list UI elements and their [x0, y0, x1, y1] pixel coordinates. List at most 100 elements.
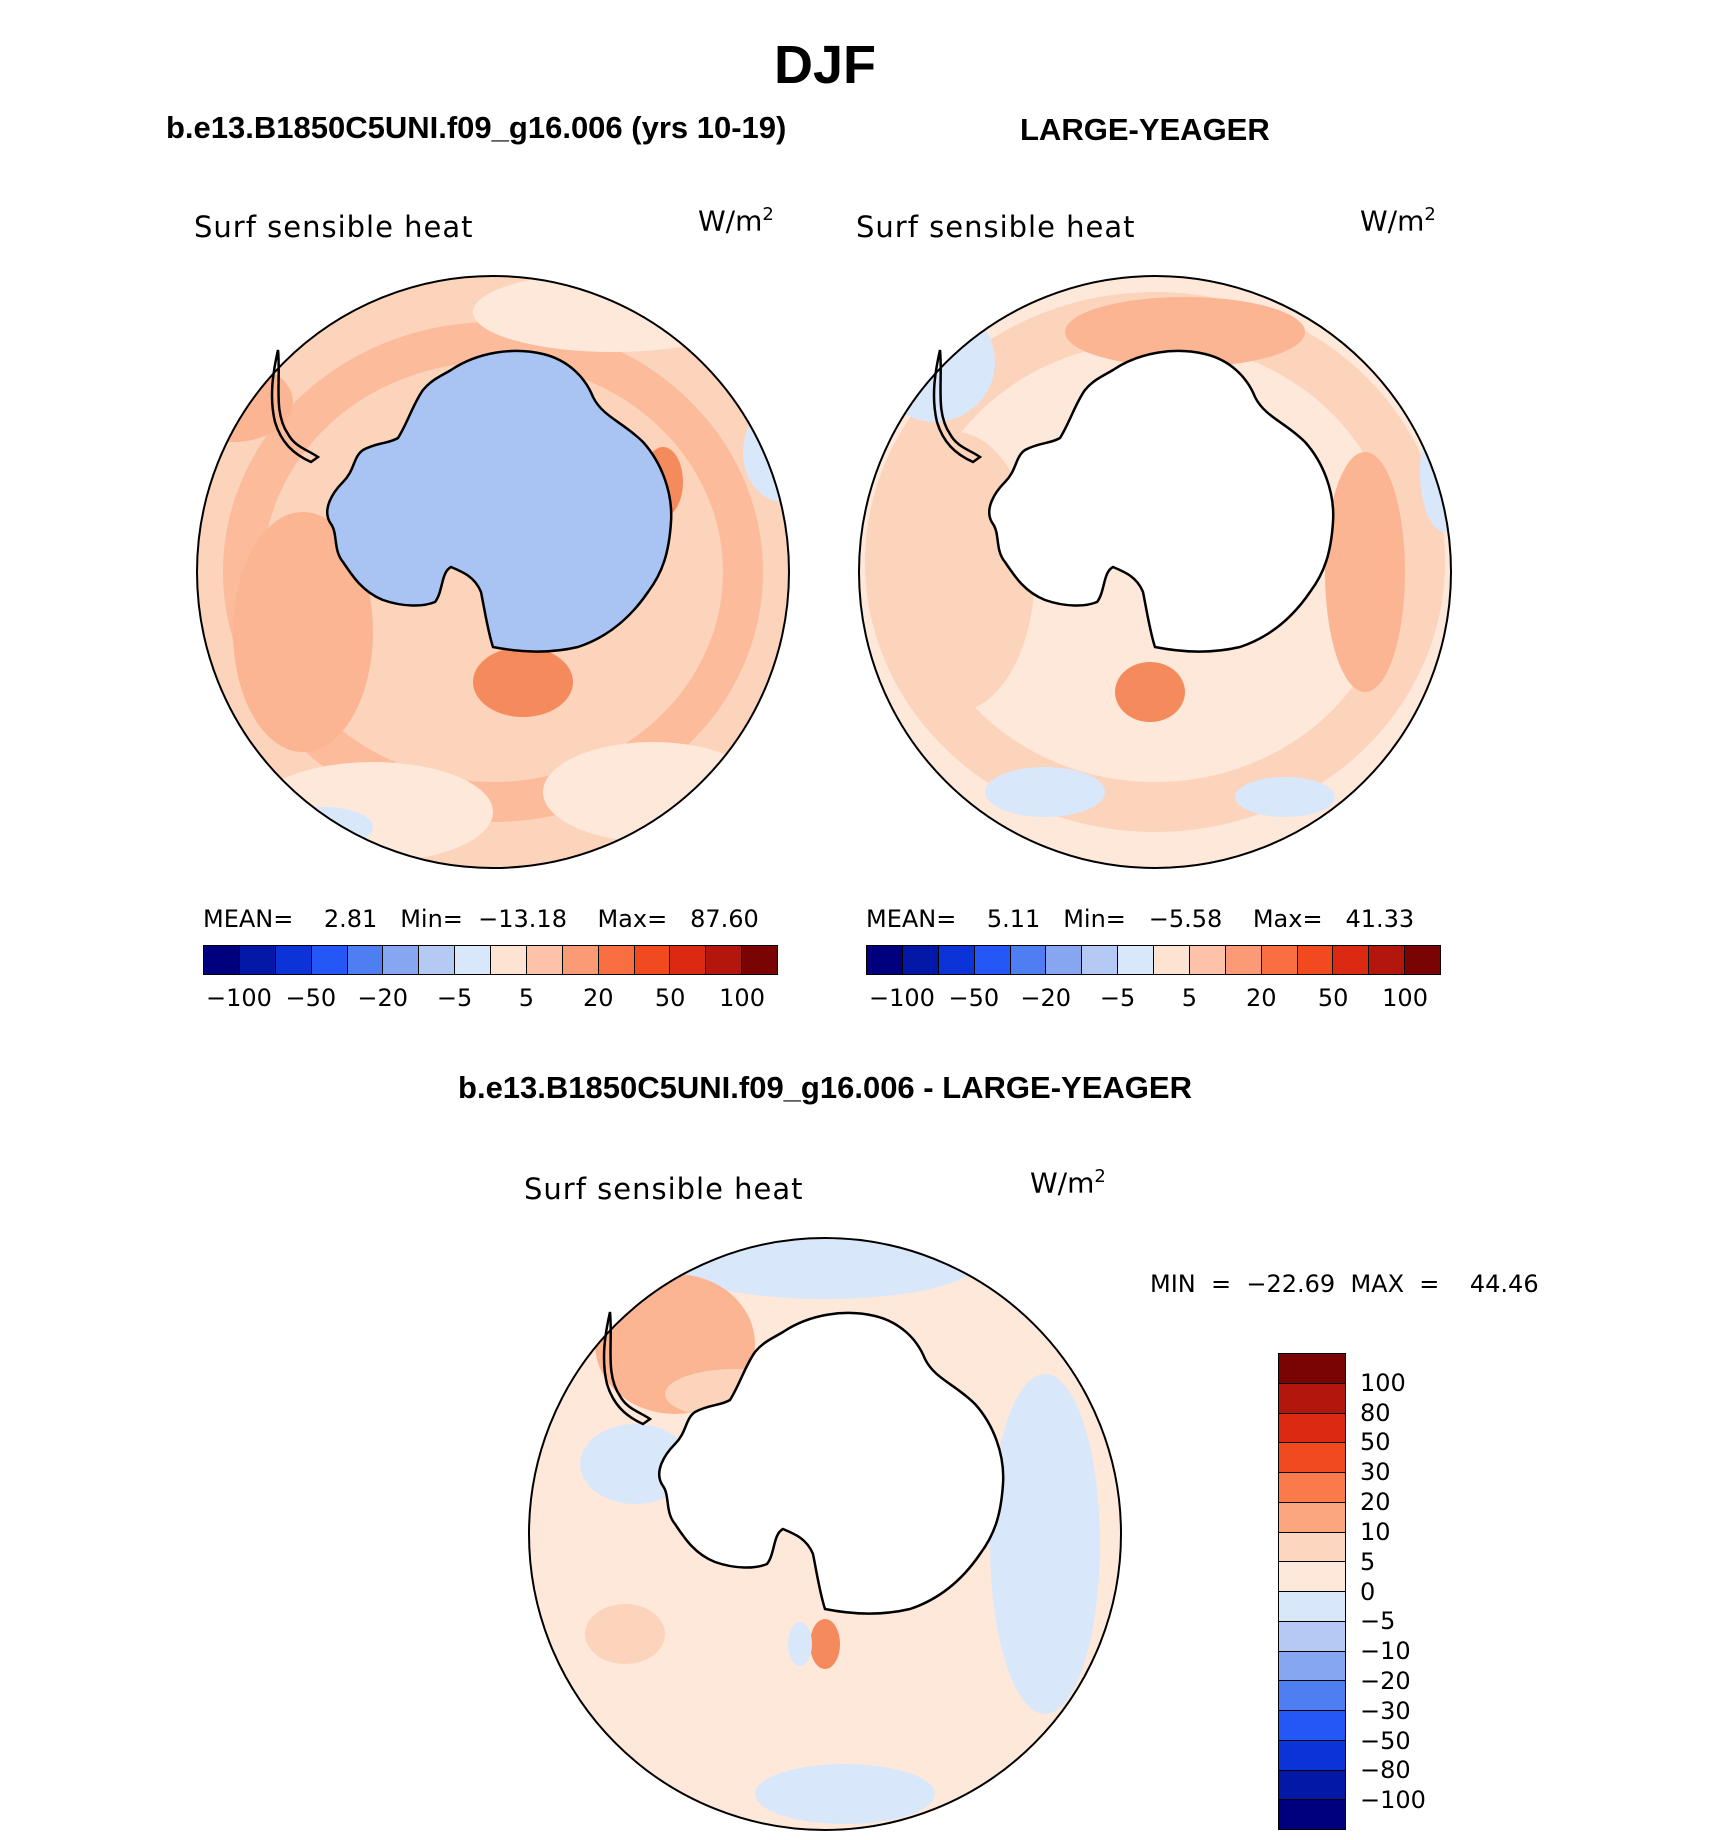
- colorbar-swatch: [598, 946, 635, 974]
- colorbar-swatch: [1279, 1621, 1345, 1652]
- cold-patch: [273, 807, 373, 847]
- figure-title: DJF: [773, 35, 876, 95]
- colorbar-swatch: [1154, 946, 1190, 974]
- colorbar-swatch: [1279, 1770, 1345, 1801]
- cold-patch: [985, 767, 1105, 817]
- colorbar-tick-label: 100: [1360, 1368, 1406, 1397]
- colorbar-swatch: [204, 946, 240, 974]
- colorbar-swatch: [1189, 946, 1226, 974]
- right-colorbar: [866, 945, 1441, 975]
- colorbar-tick-label: −100: [205, 984, 272, 1012]
- colorbar-swatch: [1279, 1592, 1345, 1622]
- colorbar-swatch: [1279, 1443, 1345, 1473]
- colorbar-swatch: [1279, 1562, 1345, 1592]
- right-stats: MEAN= 5.11 Min= −5.58 Max= 41.33: [866, 905, 1415, 933]
- map-boundary: [528, 1237, 1122, 1831]
- left-units-label: W/m2: [698, 204, 774, 238]
- colorbar-swatch: [1279, 1711, 1345, 1741]
- cold-patch: [1235, 777, 1335, 817]
- colorbar-swatch: [455, 946, 491, 974]
- colorbar-tick-label: 20: [583, 984, 614, 1012]
- colorbar-swatch: [742, 946, 777, 974]
- colorbar-tick-label: 30: [1360, 1458, 1391, 1487]
- difference-stats: MIN = −22.69 MAX = 44.46: [1150, 1270, 1539, 1298]
- colorbar-tick-label: 50: [1317, 984, 1349, 1012]
- colorbar-tick-label: 80: [1360, 1398, 1391, 1427]
- colorbar-swatch: [1333, 946, 1370, 974]
- difference-colorbar: [1278, 1353, 1346, 1830]
- colorbar-swatch: [634, 946, 671, 974]
- colorbar-tick-label: 50: [1360, 1428, 1391, 1457]
- colorbar-tick-label: 5: [1181, 984, 1198, 1012]
- map-boundary: [858, 275, 1452, 869]
- left-polar-map: [196, 275, 790, 869]
- hot-patch: [473, 647, 573, 717]
- colorbar-swatch: [1297, 946, 1334, 974]
- colorbar-swatch: [670, 946, 707, 974]
- colorbar-swatch: [1279, 1651, 1345, 1682]
- colorbar-swatch: [526, 946, 563, 974]
- colorbar-tick-label: −50: [285, 984, 337, 1012]
- left-colorbar: [203, 945, 778, 975]
- colorbar-tick-label: −50: [948, 984, 1000, 1012]
- difference-colorbar-labels: 100 80 50 30 20 10 5 0 −5 −10 −20 −30 −50 −80 −100: [1360, 1353, 1440, 1830]
- colorbar-swatch: [239, 946, 276, 974]
- colorbar-tick-label: 100: [719, 984, 765, 1012]
- colorbar-swatch: [1279, 1740, 1345, 1771]
- colorbar-swatch: [1046, 946, 1083, 974]
- colorbar-tick-label: 5: [1360, 1547, 1376, 1576]
- colorbar-tick-label: 50: [654, 984, 686, 1012]
- colorbar-tick-label: −5: [436, 984, 473, 1012]
- colorbar-swatch: [1225, 946, 1262, 974]
- difference-variable-label: Surf sensible heat: [524, 1172, 804, 1206]
- antarctica-outline: [988, 349, 1335, 653]
- colorbar-swatch: [1405, 946, 1440, 974]
- colorbar-swatch: [1279, 1413, 1345, 1444]
- colorbar-swatch: [1279, 1681, 1345, 1711]
- hot-patch: [810, 1619, 840, 1669]
- warm-patch: [1325, 452, 1405, 692]
- left-colorbar-labels: −100 −50 −20 −5 5 20 50 100: [203, 984, 778, 1014]
- colorbar-tick-label: −50: [1360, 1726, 1411, 1755]
- colorbar-swatch: [1279, 1473, 1345, 1503]
- colorbar-tick-label: −80: [1360, 1756, 1411, 1785]
- left-panel-title: b.e13.B1850C5UNI.f09_g16.006 (yrs 10-19): [166, 110, 787, 145]
- colorbar-swatch: [1279, 1383, 1345, 1414]
- right-variable-label: Surf sensible heat: [856, 210, 1136, 244]
- map-boundary: [196, 275, 790, 869]
- light-patch: [253, 762, 493, 862]
- antarctica-outline: [326, 349, 673, 653]
- right-panel-title: LARGE-YEAGER: [1020, 112, 1270, 147]
- colorbar-swatch: [383, 946, 420, 974]
- colorbar-swatch: [275, 946, 312, 974]
- colorbar-swatch: [706, 946, 743, 974]
- colorbar-tick-label: −100: [1360, 1786, 1426, 1815]
- colorbar-tick-label: 20: [1246, 984, 1277, 1012]
- cold-patch: [755, 1764, 935, 1824]
- colorbar-tick-label: −30: [1360, 1696, 1411, 1725]
- colorbar-tick-label: −20: [357, 984, 409, 1012]
- colorbar-swatch: [1279, 1800, 1345, 1829]
- warm-patch: [585, 1604, 665, 1664]
- colorbar-tick-label: −20: [1360, 1666, 1411, 1695]
- colorbar-swatch: [347, 946, 384, 974]
- antarctica-outline: [658, 1311, 1005, 1615]
- colorbar-swatch: [491, 946, 527, 974]
- colorbar-swatch: [902, 946, 939, 974]
- hot-patch: [1115, 662, 1185, 722]
- light-patch: [543, 742, 763, 842]
- colorbar-tick-label: −5: [1360, 1607, 1396, 1636]
- colorbar-swatch: [867, 946, 903, 974]
- colorbar-swatch: [1010, 946, 1047, 974]
- right-polar-map: [858, 275, 1452, 869]
- colorbar-tick-label: 0: [1360, 1577, 1376, 1606]
- left-stats: MEAN= 2.81 Min= −13.18 Max= 87.60: [203, 905, 759, 933]
- warm-patch: [233, 512, 373, 752]
- antarctic-peninsula: [602, 1311, 653, 1426]
- colorbar-tick-label: −5: [1099, 984, 1136, 1012]
- difference-polar-map: [528, 1237, 1122, 1831]
- colorbar-swatch: [1279, 1354, 1345, 1384]
- colorbar-swatch: [974, 946, 1011, 974]
- colorbar-tick-label: 20: [1360, 1488, 1391, 1517]
- colorbar-swatch: [562, 946, 599, 974]
